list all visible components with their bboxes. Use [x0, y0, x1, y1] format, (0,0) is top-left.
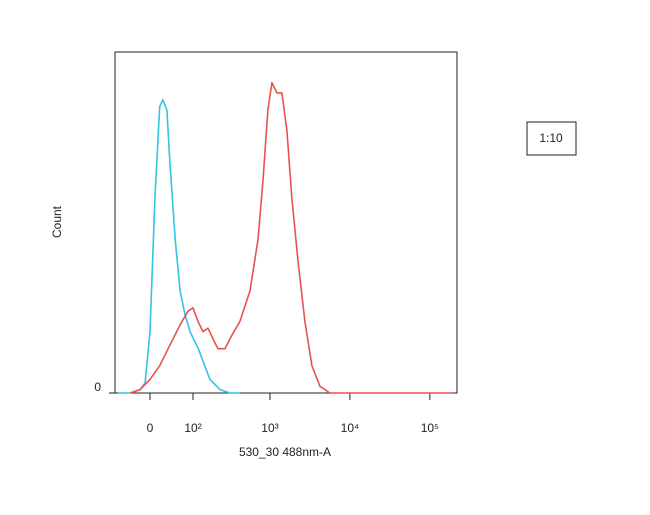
x-tick-label: 10³	[261, 421, 278, 435]
x-tick-label: 10⁵	[421, 421, 439, 435]
y-axis-label: Count	[50, 205, 64, 238]
histogram-line	[117, 98, 240, 394]
x-tick-label: 0	[147, 421, 154, 435]
histogram-line	[129, 81, 454, 394]
annotation: 1:10	[539, 131, 563, 145]
annotation-box	[526, 121, 577, 156]
x-tick-label: 10²	[184, 421, 201, 435]
y-tick-label: 0	[94, 380, 101, 394]
x-tick-label: 10⁴	[341, 421, 360, 435]
x-axis-label: 530_30 488nm-A	[239, 445, 331, 459]
plot-frame	[114, 51, 458, 394]
